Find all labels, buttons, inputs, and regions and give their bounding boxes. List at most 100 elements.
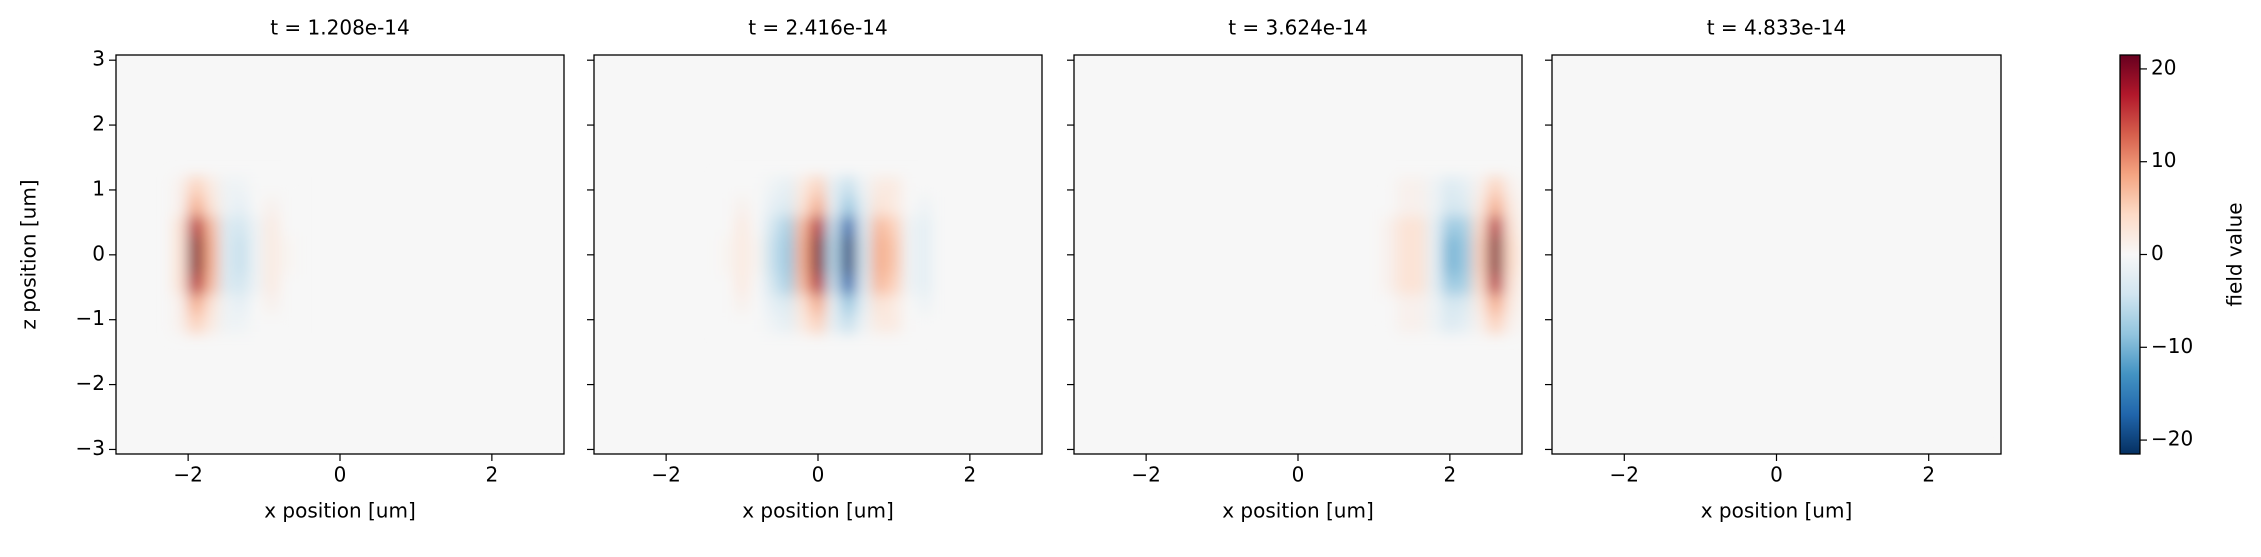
heatmap-cell bbox=[795, 274, 812, 295]
heatmap-cell bbox=[1381, 293, 1398, 314]
heatmap-cell bbox=[901, 215, 918, 236]
heatmap-cell bbox=[279, 313, 296, 334]
heatmap-cell bbox=[1472, 254, 1489, 275]
heatmap-cell bbox=[1472, 176, 1489, 198]
heatmap-cell bbox=[1427, 274, 1443, 295]
heatmap-cell bbox=[825, 293, 842, 314]
heatmap-cell bbox=[886, 254, 903, 275]
heatmap-cell bbox=[764, 293, 781, 314]
y-tick-label: −3 bbox=[76, 436, 105, 460]
heatmap-cell bbox=[1396, 313, 1413, 334]
heatmap-cell bbox=[1472, 196, 1489, 217]
heatmap-cell bbox=[1457, 313, 1474, 334]
heatmap-cell bbox=[1503, 176, 1519, 198]
heatmap-cell bbox=[1381, 254, 1398, 275]
heatmap-cell bbox=[901, 274, 918, 295]
heatmap-cell bbox=[916, 293, 933, 314]
heatmap-cell bbox=[840, 176, 857, 198]
heatmap-cell bbox=[764, 254, 781, 275]
heatmap-cell bbox=[749, 215, 766, 236]
heatmap-area bbox=[719, 176, 933, 334]
panel: −2 0 2 −3 −2 −1 0 1 2 3 t = 1.208e-14 x position [u… bbox=[17, 16, 565, 523]
colorbar-tick-label: −10 bbox=[2151, 334, 2193, 358]
heatmap-cell bbox=[871, 235, 887, 256]
heatmap-cell bbox=[810, 196, 827, 217]
heatmap-cell bbox=[901, 293, 918, 314]
heatmap-cell bbox=[1503, 215, 1519, 236]
heatmap-cell bbox=[1381, 274, 1398, 295]
heatmap-cell bbox=[1472, 215, 1489, 236]
heatmap-cell bbox=[886, 215, 903, 236]
heatmap-cell bbox=[871, 254, 887, 275]
heatmap-cell bbox=[1427, 293, 1443, 314]
heatmap-cell bbox=[749, 196, 766, 217]
heatmap-cell bbox=[1396, 235, 1413, 256]
heatmap-cell bbox=[840, 235, 857, 256]
x-tick-label: 0 bbox=[1770, 463, 1783, 487]
y-tick-label: 3 bbox=[92, 47, 105, 71]
heatmap-cell bbox=[279, 235, 296, 256]
heatmap-cell bbox=[233, 176, 250, 198]
heatmap-cell bbox=[810, 235, 827, 256]
heatmap-cell bbox=[1503, 313, 1519, 334]
heatmap-cell bbox=[279, 293, 296, 314]
heatmap-cell bbox=[218, 293, 235, 314]
heatmap-cell bbox=[264, 196, 280, 217]
heatmap-cell bbox=[172, 254, 189, 275]
heatmap-cell bbox=[1503, 254, 1519, 275]
panel-title: t = 2.416e-14 bbox=[748, 16, 888, 40]
heatmap-cell bbox=[1457, 215, 1474, 236]
heatmap-cell bbox=[188, 293, 204, 314]
heatmap-cell bbox=[916, 274, 933, 295]
heatmap-cell bbox=[901, 313, 918, 334]
heatmap-cell bbox=[248, 274, 265, 295]
heatmap-cell bbox=[203, 293, 220, 314]
heatmap-cell bbox=[886, 313, 903, 334]
heatmap-cell bbox=[780, 196, 796, 217]
heatmap-cell bbox=[1457, 235, 1474, 256]
heatmap-cell bbox=[1396, 176, 1413, 198]
heatmap-cell bbox=[871, 274, 887, 295]
heatmap-cell bbox=[1427, 176, 1443, 198]
heatmap-cell bbox=[172, 196, 189, 217]
x-axis-label: x position [um] bbox=[264, 499, 416, 523]
panel-title: t = 1.208e-14 bbox=[270, 16, 410, 40]
heatmap-cell bbox=[1411, 293, 1428, 314]
heatmap-cell bbox=[1442, 274, 1459, 295]
heatmap-cell bbox=[1442, 293, 1459, 314]
heatmap-cell bbox=[749, 254, 766, 275]
heatmap-cell bbox=[188, 313, 204, 334]
x-tick-label: −2 bbox=[1610, 463, 1639, 487]
heatmap-cell bbox=[825, 254, 842, 275]
heatmap-cell bbox=[203, 215, 220, 236]
heatmap-cell bbox=[1457, 176, 1474, 198]
heatmap-cell bbox=[1427, 196, 1443, 217]
heatmap-cell bbox=[810, 313, 827, 334]
heatmap-cell bbox=[264, 215, 280, 236]
heatmap-cell bbox=[810, 274, 827, 295]
heatmap-cell bbox=[764, 235, 781, 256]
heatmap-cell bbox=[218, 254, 235, 275]
heatmap-cell bbox=[840, 215, 857, 236]
heatmap-cell bbox=[1396, 215, 1413, 236]
heatmap-cell bbox=[871, 313, 887, 334]
x-tick-label: 2 bbox=[963, 463, 976, 487]
heatmap-area bbox=[1552, 60, 2001, 451]
x-tick-label: 2 bbox=[1443, 463, 1456, 487]
heatmap-cell bbox=[840, 313, 857, 334]
heatmap-cell bbox=[264, 274, 280, 295]
panel-title: t = 4.833e-14 bbox=[1707, 16, 1847, 40]
heatmap-cell bbox=[1442, 176, 1459, 198]
heatmap-cell bbox=[233, 196, 250, 217]
heatmap-cell bbox=[780, 254, 796, 275]
heatmap-cell bbox=[1381, 215, 1398, 236]
heatmap-cell bbox=[203, 196, 220, 217]
heatmap-cell bbox=[1411, 176, 1428, 198]
panel: −2 0 2 t = 2.416e-14 x position [um] bbox=[587, 16, 1043, 523]
heatmap-cell bbox=[1396, 274, 1413, 295]
heatmap-cell bbox=[855, 254, 872, 275]
y-tick-label: 1 bbox=[92, 176, 105, 200]
heatmap-cell bbox=[825, 215, 842, 236]
heatmap-cell bbox=[810, 215, 827, 236]
heatmap-cell bbox=[871, 293, 887, 314]
